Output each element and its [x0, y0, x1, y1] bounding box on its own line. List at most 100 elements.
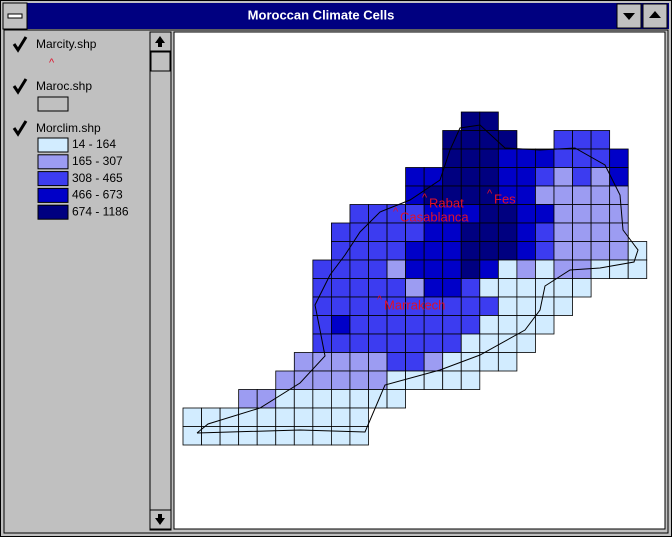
- cell: [460, 278, 481, 298]
- cell: [423, 352, 444, 372]
- cell: [609, 185, 629, 205]
- cell: [423, 259, 444, 279]
- cell: [553, 167, 573, 187]
- cell: [572, 241, 592, 261]
- cell: [553, 241, 573, 261]
- cell: [479, 315, 499, 335]
- cities: ^ Rabat^ Fes^ Casablanca^ Marrakech: [377, 188, 516, 313]
- cell: [349, 426, 369, 446]
- cell: [460, 315, 481, 335]
- cell: [553, 204, 573, 224]
- cell: [497, 241, 518, 261]
- cell: [572, 222, 592, 242]
- cell: [368, 222, 388, 242]
- cell: [405, 241, 425, 261]
- class-label: 466 - 673: [72, 188, 123, 202]
- cell: [312, 389, 332, 409]
- cell: [479, 222, 499, 242]
- cell: [590, 259, 611, 279]
- cell: [497, 352, 518, 372]
- cell: [497, 148, 518, 168]
- cell: [609, 259, 629, 279]
- cell: [460, 296, 481, 316]
- cell: [368, 259, 388, 279]
- cell: [535, 204, 555, 224]
- cell: [182, 426, 202, 446]
- cell: [442, 259, 462, 279]
- title-bar: [3, 3, 669, 29]
- cell: [423, 241, 444, 261]
- system-menu[interactable]: [2, 2, 28, 30]
- cell: [553, 222, 573, 242]
- layer-checkbox[interactable]: [12, 78, 28, 95]
- cell: [479, 352, 499, 372]
- cell: [293, 426, 314, 446]
- class-swatch: [37, 171, 69, 187]
- cell: [609, 222, 629, 242]
- cell: [479, 204, 499, 224]
- cell: [479, 296, 499, 316]
- cell: [312, 407, 332, 427]
- cell: [460, 370, 481, 390]
- cell: [293, 352, 314, 372]
- cell: [535, 185, 555, 205]
- cell: [275, 426, 295, 446]
- cell: [535, 315, 555, 335]
- cell: [497, 222, 518, 242]
- city-label: Rabat: [429, 195, 464, 210]
- cell: [349, 333, 369, 353]
- class-swatch: [37, 187, 69, 203]
- cell: [627, 259, 648, 279]
- cell: [553, 259, 573, 279]
- cell: [330, 407, 351, 427]
- city-marker: ^: [393, 206, 399, 218]
- cell: [460, 241, 481, 261]
- cell: [330, 222, 351, 242]
- cell: [386, 222, 406, 242]
- maximize-button[interactable]: [642, 3, 668, 29]
- cell: [553, 185, 573, 205]
- cell: [312, 315, 332, 335]
- cell: [312, 259, 332, 279]
- cell: [405, 333, 425, 353]
- cell: [516, 278, 536, 298]
- class-label: 165 - 307: [72, 154, 123, 168]
- cell: [349, 352, 369, 372]
- cell: [497, 296, 518, 316]
- layer-name: Marcity.shp: [36, 37, 97, 51]
- cell: [535, 259, 555, 279]
- cell: [535, 167, 555, 187]
- cell: [423, 278, 444, 298]
- scroll-down[interactable]: [149, 509, 172, 530]
- cell: [368, 333, 388, 353]
- cell: [405, 352, 425, 372]
- city-symbol: ^: [49, 57, 55, 69]
- scrollbar: [149, 31, 172, 531]
- city-label: Casablanca: [400, 209, 469, 224]
- cell: [405, 167, 425, 187]
- window-title: Moroccan Climate Cells: [248, 7, 395, 22]
- cell: [516, 167, 536, 187]
- city-marker: ^: [422, 192, 428, 204]
- cell: [386, 389, 406, 409]
- cell: [386, 259, 406, 279]
- cell: [219, 426, 240, 446]
- cell: [405, 278, 425, 298]
- cell: [182, 407, 202, 427]
- cell: [256, 426, 277, 446]
- minimize-button[interactable]: [616, 3, 642, 29]
- cell: [553, 148, 573, 168]
- class-label: 308 - 465: [72, 171, 123, 185]
- cell: [535, 241, 555, 261]
- cell: [442, 333, 462, 353]
- scroll-up[interactable]: [149, 31, 172, 52]
- class-label: 674 - 1186: [72, 204, 129, 218]
- scroll-thumb[interactable]: [150, 51, 171, 72]
- layer-checkbox[interactable]: [12, 120, 28, 137]
- layer-checkbox[interactable]: [12, 36, 28, 53]
- cell: [442, 315, 462, 335]
- cell: [590, 241, 611, 261]
- cell: [349, 296, 369, 316]
- cell: [572, 185, 592, 205]
- cell: [423, 315, 444, 335]
